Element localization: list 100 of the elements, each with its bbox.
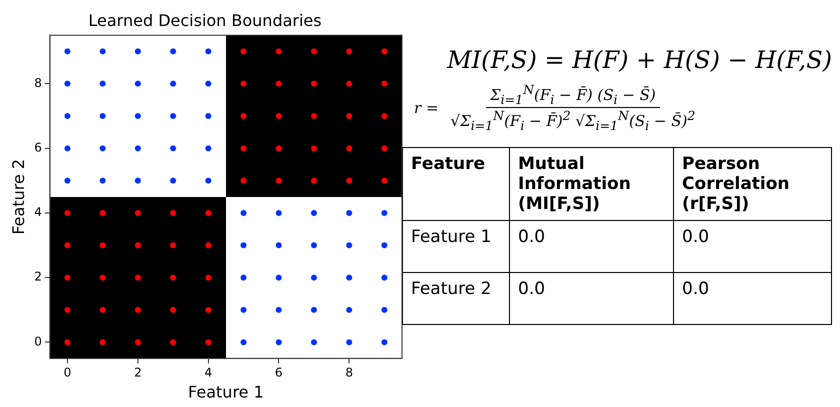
chart-title: Learned Decision Boundaries xyxy=(88,10,322,30)
x-tick-label: 4 xyxy=(204,366,212,380)
point xyxy=(170,306,176,313)
text: r = xyxy=(414,98,439,116)
point xyxy=(134,306,141,313)
point xyxy=(205,339,212,346)
point xyxy=(170,178,176,184)
point xyxy=(381,242,388,248)
point xyxy=(346,113,352,119)
point xyxy=(170,242,176,248)
point xyxy=(240,242,247,248)
x-tick-label: 8 xyxy=(345,366,353,380)
point xyxy=(170,274,176,281)
point xyxy=(310,242,317,248)
point xyxy=(205,80,212,87)
point xyxy=(100,178,106,184)
point xyxy=(310,339,317,346)
point xyxy=(64,274,70,281)
point xyxy=(381,274,388,281)
point xyxy=(276,178,282,184)
y-tick-label: 8 xyxy=(34,76,42,90)
point xyxy=(64,339,70,346)
point xyxy=(310,274,317,281)
x-axis-title: Feature 1 xyxy=(188,382,264,402)
point xyxy=(240,145,247,152)
data-label: 0.0 xyxy=(674,272,832,324)
point xyxy=(346,306,352,313)
point xyxy=(100,210,106,216)
point xyxy=(64,242,70,248)
point xyxy=(64,113,70,119)
point xyxy=(381,306,388,313)
point xyxy=(170,80,176,87)
point xyxy=(170,48,176,54)
text: Pearson Correlation (r[F,S]) xyxy=(674,148,832,220)
point xyxy=(346,210,352,216)
point xyxy=(134,242,141,248)
point xyxy=(134,113,141,119)
category-label: Feature 1 xyxy=(402,220,510,272)
point xyxy=(346,339,352,346)
y-axis-title: Feature 2 xyxy=(8,158,28,235)
point xyxy=(276,339,282,346)
point xyxy=(240,210,247,216)
point xyxy=(64,178,70,184)
point xyxy=(134,210,141,216)
point xyxy=(276,145,282,152)
point xyxy=(64,145,70,152)
text: Mutual Information (MI[F,S]) xyxy=(510,148,674,220)
point xyxy=(170,210,176,216)
point xyxy=(205,48,212,54)
point xyxy=(100,145,106,152)
point xyxy=(134,339,141,346)
point xyxy=(310,48,317,54)
point xyxy=(310,145,317,152)
point xyxy=(205,145,212,152)
point xyxy=(205,306,212,313)
point xyxy=(100,48,106,54)
point xyxy=(346,274,352,281)
point xyxy=(381,178,388,184)
text: MI(F,S) = H(F) + H(S) − H(F,S) xyxy=(446,46,832,74)
point xyxy=(64,80,70,87)
point xyxy=(205,210,212,216)
point xyxy=(381,48,388,54)
text: Σ$_{i=1}$$^{N}$(F$_{i}$ − F̄) (S$_{i}$ − S̄) xyxy=(486,82,660,108)
point xyxy=(205,178,212,184)
point xyxy=(310,113,317,119)
x-tick-label: 0 xyxy=(64,366,72,380)
text: √Σ$_{i=1}$$^{N}$(F$_{i}$ − F̄)$^{2}$ √Σ$_{i=1}$$^{N}$(S$_{i}$ − S̄)$^{2}$ xyxy=(450,108,696,133)
point xyxy=(276,48,282,54)
point xyxy=(240,48,247,54)
y-tick-label: 0 xyxy=(34,334,42,348)
y-tick-label: 2 xyxy=(34,270,42,284)
x-tick-label: 2 xyxy=(134,366,142,380)
point xyxy=(240,113,247,119)
point xyxy=(100,80,106,87)
point xyxy=(100,274,106,281)
point xyxy=(64,48,70,54)
point xyxy=(170,113,176,119)
point xyxy=(381,210,388,216)
point xyxy=(346,48,352,54)
point xyxy=(170,145,176,152)
point xyxy=(134,178,141,184)
point xyxy=(381,80,388,87)
point xyxy=(134,145,141,152)
point xyxy=(240,274,247,281)
x-tick-label: 6 xyxy=(274,366,283,380)
point xyxy=(240,178,247,184)
data-label: 0.0 xyxy=(674,220,832,272)
point xyxy=(346,145,352,152)
point xyxy=(100,242,106,248)
point xyxy=(134,48,141,54)
data-label: 0.0 xyxy=(510,272,674,324)
point xyxy=(276,113,282,119)
point xyxy=(276,306,282,313)
point xyxy=(310,306,317,313)
point xyxy=(240,80,247,87)
category-label: Feature 2 xyxy=(402,272,510,324)
point xyxy=(381,113,388,119)
point xyxy=(170,339,176,346)
data-label: 0.0 xyxy=(510,220,674,272)
point xyxy=(64,306,70,313)
